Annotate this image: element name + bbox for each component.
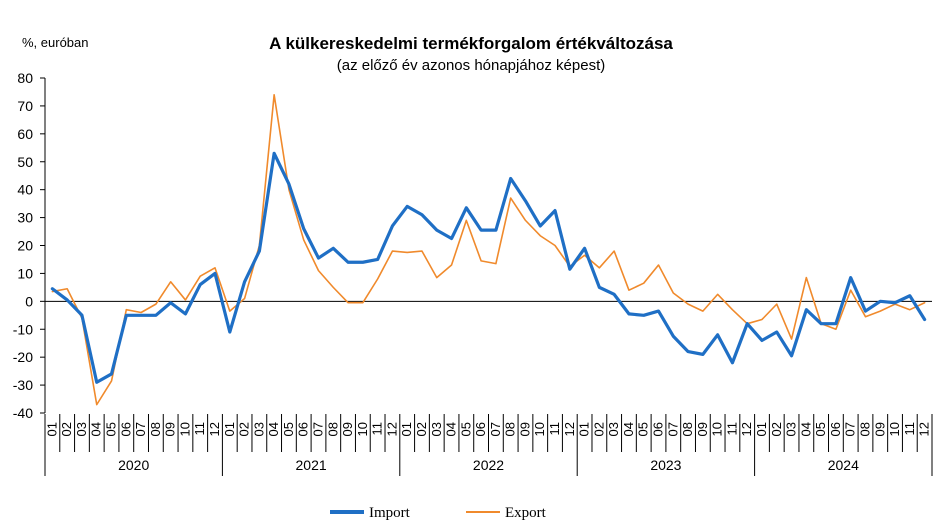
x-tick-label: 12 <box>917 422 932 436</box>
y-tick-label: 30 <box>17 210 33 226</box>
y-tick-label: -30 <box>13 377 33 393</box>
series-lines <box>50 93 927 406</box>
chart-subtitle: (az előző év azonos hónapjához képest) <box>337 57 606 74</box>
y-tick-label: -10 <box>13 321 33 337</box>
x-tick-label: 11 <box>370 422 385 436</box>
x-tick-label: 03 <box>74 422 89 436</box>
x-tick-label: 11 <box>902 422 917 436</box>
x-tick-label: 12 <box>207 422 222 436</box>
y-tick-label: 60 <box>17 126 33 142</box>
x-tick-label: 08 <box>325 422 340 436</box>
x-tick-label: 11 <box>724 422 739 436</box>
y-tick-label: 40 <box>17 182 33 198</box>
x-tick-label: 02 <box>769 422 784 436</box>
x-tick-label: 02 <box>591 422 606 436</box>
x-tick-label: 06 <box>828 422 843 436</box>
x-tick-label: 01 <box>754 422 769 436</box>
x-tick-label: 01 <box>399 422 414 436</box>
x-tick-label: 11 <box>547 422 562 436</box>
x-tick-label: 08 <box>680 422 695 436</box>
x-tick-label: 12 <box>384 422 399 436</box>
series-line-import <box>50 151 927 384</box>
y-tick-label: 10 <box>17 265 33 281</box>
x-tick-label: 07 <box>488 422 503 436</box>
x-tick-label: 07 <box>843 422 858 436</box>
x-tick-label: 03 <box>429 422 444 436</box>
y-tick-label: -20 <box>13 349 33 365</box>
x-tick-label: 04 <box>798 422 813 436</box>
y-tick-label: 80 <box>17 70 33 86</box>
x-tick-label: 07 <box>133 422 148 436</box>
x-tick-label: 10 <box>355 422 370 436</box>
year-label: 2024 <box>828 457 859 473</box>
x-tick-label: 04 <box>89 422 104 436</box>
x-tick-label: 10 <box>710 422 725 436</box>
x-tick-label: 01 <box>44 422 59 436</box>
x-tick-label: 03 <box>784 422 799 436</box>
x-tick-label: 07 <box>665 422 680 436</box>
x-tick-label: 06 <box>651 422 666 436</box>
x-tick-label: 04 <box>621 422 636 436</box>
x-tick-label: 12 <box>739 422 754 436</box>
y-tick-label: 0 <box>25 293 33 309</box>
year-label: 2023 <box>650 457 681 473</box>
x-tick-label: 04 <box>444 422 459 436</box>
year-label: 2022 <box>473 457 504 473</box>
x-tick-label: 10 <box>177 422 192 436</box>
x-tick-label: 02 <box>237 422 252 436</box>
x-tick-label: 04 <box>266 422 281 436</box>
x-tick-label: 01 <box>577 422 592 436</box>
legend-import-label: Import <box>369 505 411 521</box>
x-tick-label: 08 <box>857 422 872 436</box>
x-tick-label: 05 <box>104 422 119 436</box>
x-tick-label: 07 <box>310 422 325 436</box>
x-tick-label: 05 <box>458 422 473 436</box>
x-axis: 01 02 03 04 05 06 07 08 09 10 11 12 01 02 03 04 05 06 07 08… <box>44 300 933 476</box>
x-tick-label: 05 <box>281 422 296 436</box>
x-tick-label: 06 <box>118 422 133 436</box>
legend: Import Export <box>330 505 547 521</box>
year-label: 2021 <box>296 457 327 473</box>
year-label: 2020 <box>118 457 149 473</box>
x-tick-label: 09 <box>872 422 887 436</box>
x-tick-label: 02 <box>414 422 429 436</box>
x-tick-label: 02 <box>59 422 74 436</box>
chart-title: A külkereskedelmi termékforgalom értékvá… <box>269 34 673 53</box>
y-axis-unit-label: %, euróban <box>22 35 89 50</box>
x-tick-label: 10 <box>532 422 547 436</box>
x-tick-label: 03 <box>251 422 266 436</box>
x-tick-label: 03 <box>606 422 621 436</box>
y-axis-tick-labels: -40 -30 -20 -10 0 10 20 30 40 50 60 70 80 <box>13 70 46 421</box>
series-line-export <box>51 93 926 406</box>
x-tick-label: 01 <box>222 422 237 436</box>
x-tick-label: 08 <box>148 422 163 436</box>
x-tick-label: 09 <box>340 422 355 436</box>
x-tick-label: 05 <box>636 422 651 436</box>
legend-export-label: Export <box>505 505 547 521</box>
y-tick-label: 20 <box>17 238 33 254</box>
x-tick-label: 05 <box>813 422 828 436</box>
x-tick-label: 09 <box>517 422 532 436</box>
y-tick-label: 50 <box>17 154 33 170</box>
x-tick-label: 06 <box>473 422 488 436</box>
x-tick-label: 08 <box>503 422 518 436</box>
x-tick-label: 09 <box>163 422 178 436</box>
y-tick-label: 70 <box>17 98 33 114</box>
x-tick-label: 12 <box>562 422 577 436</box>
x-tick-label: 11 <box>192 422 207 436</box>
x-tick-label: 06 <box>296 422 311 436</box>
x-tick-label: 09 <box>695 422 710 436</box>
x-tick-label: 10 <box>887 422 902 436</box>
y-tick-label: -40 <box>13 405 33 421</box>
